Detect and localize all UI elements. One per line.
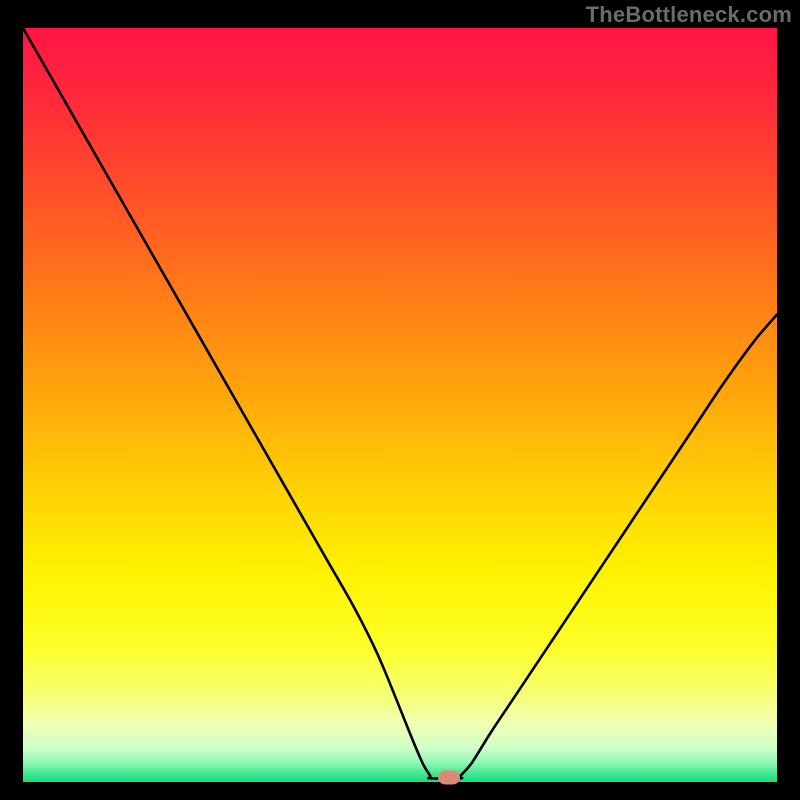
plot-background bbox=[23, 28, 777, 782]
optimal-point-marker bbox=[438, 770, 460, 784]
watermark-label: TheBottleneck.com bbox=[586, 2, 792, 28]
chart-container: TheBottleneck.com bbox=[0, 0, 800, 800]
bottleneck-chart bbox=[0, 0, 800, 800]
